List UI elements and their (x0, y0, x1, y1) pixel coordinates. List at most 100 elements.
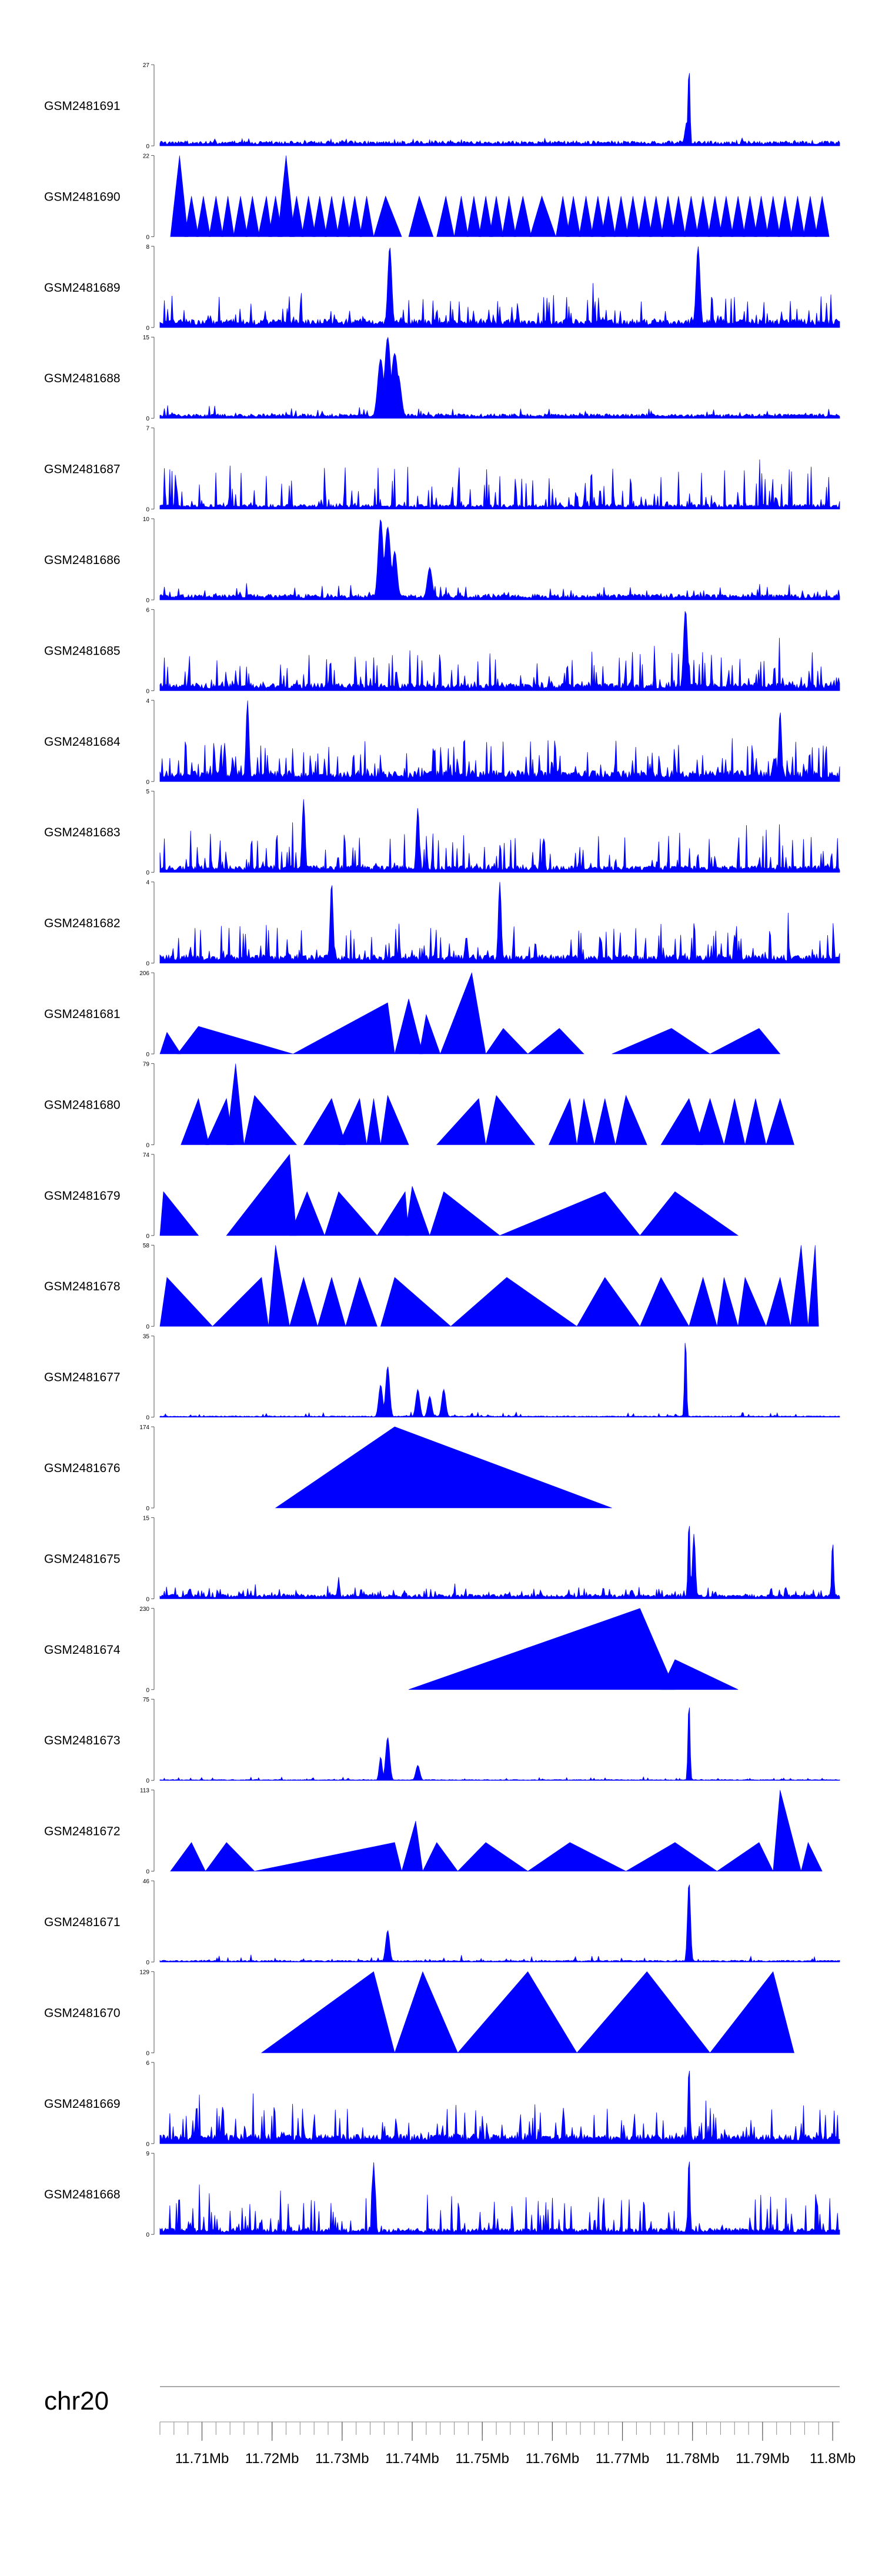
signal-area (159, 1343, 840, 1417)
signal-peak (277, 155, 295, 237)
track: GSM2481676 174 0 (44, 1424, 612, 1512)
signal-peak (366, 1098, 381, 1145)
track-label: GSM2481670 (44, 2006, 121, 2020)
y-axis-max-label: 4 (146, 698, 149, 705)
signal-peak (317, 1276, 346, 1327)
signal-peak (529, 195, 556, 237)
signal-peak (478, 196, 493, 237)
axis-tick-label: 11.71Mb (175, 2451, 229, 2467)
signal-peak (380, 1095, 409, 1145)
signal-area (159, 459, 840, 509)
signal-peak (324, 196, 339, 237)
y-axis-max-label: 6 (146, 2060, 149, 2067)
track: GSM2481689 8 0 (44, 244, 840, 332)
signal-peak (254, 1842, 402, 1871)
signal-area (159, 611, 840, 691)
signal-peak (345, 1276, 377, 1327)
signal-peak (513, 196, 532, 237)
y-axis-max-label: 35 (143, 1334, 150, 1340)
track: GSM2481673 75 0 (44, 1697, 840, 1784)
signal-peak (730, 196, 746, 237)
axis-ticks: 11.71Mb 11.72Mb 11.73Mb 11.74Mb 11.75Mb 11.76… (159, 2421, 856, 2467)
track: GSM2481674 230 0 (44, 1606, 739, 1694)
y-axis-max-label: 15 (143, 335, 150, 341)
signal-peak (615, 1095, 647, 1145)
axis-tick-label: 11.75Mb (455, 2451, 509, 2467)
signal-peak (209, 196, 223, 237)
y-axis-zero-label: 0 (146, 1052, 149, 1058)
signal-peak (626, 196, 640, 237)
y-axis-max-label: 58 (143, 1243, 150, 1249)
signal-peak (719, 196, 734, 237)
y-axis-zero-label: 0 (146, 961, 149, 967)
track: GSM2481683 5 0 (44, 789, 840, 876)
track: GSM2481669 6 0 (44, 2060, 840, 2148)
signal-peak (159, 1277, 213, 1327)
signal-peak (777, 196, 793, 237)
signal-peak (808, 1245, 819, 1327)
signal-peak (489, 196, 504, 237)
axis-tick-label: 11.78Mb (666, 2451, 720, 2467)
signal-peak (380, 1277, 452, 1327)
signal-peak (243, 1095, 298, 1145)
signal-peak (457, 1971, 577, 2053)
signal-peak (566, 196, 581, 237)
signal-area (159, 73, 840, 146)
signal-peak (394, 1971, 458, 2053)
signal-peak (766, 1277, 791, 1327)
y-axis-max-label: 9 (146, 2151, 149, 2157)
signal-area (159, 336, 840, 419)
track-label: GSM2481672 (44, 1825, 121, 1838)
y-axis-zero-label: 0 (146, 779, 149, 786)
track: GSM2481671 46 0 (44, 1878, 840, 1966)
signal-peak (723, 1098, 746, 1145)
y-axis-max-label: 27 (143, 62, 150, 69)
axis-tick-label: 11.79Mb (736, 2451, 790, 2467)
track: GSM2481670 129 0 (44, 1969, 794, 2057)
y-axis-zero-label: 0 (146, 598, 149, 604)
track-label: GSM2481671 (44, 1916, 121, 1929)
track-label: GSM2481683 (44, 826, 121, 839)
y-axis-max-label: 4 (146, 880, 149, 886)
y-axis-max-label: 174 (139, 1424, 149, 1431)
signal-peak (376, 1191, 409, 1236)
track-label: GSM2481690 (44, 190, 121, 203)
signal-peak (293, 1002, 395, 1055)
track-label: GSM2481680 (44, 1098, 121, 1112)
signal-area (159, 1884, 840, 1963)
signal-peak (716, 1842, 774, 1871)
signal-peak (527, 1028, 584, 1055)
signal-peak (594, 1098, 616, 1145)
y-axis-zero-label: 0 (146, 1960, 149, 1966)
y-axis-zero-label: 0 (146, 144, 149, 150)
signal-area (159, 246, 840, 328)
signal-peak (485, 1027, 529, 1055)
signal-area (159, 700, 840, 782)
signal-peak (639, 1191, 739, 1236)
signal-peak (803, 196, 818, 237)
y-axis-zero-label: 0 (146, 1324, 149, 1330)
axis-tick-label: 11.76Mb (526, 2451, 580, 2467)
track: GSM2481679 74 0 (44, 1152, 739, 1240)
y-axis-zero-label: 0 (146, 1687, 149, 1694)
signal-peak (289, 1276, 318, 1327)
signal-peak (660, 1098, 704, 1145)
signal-peak (613, 196, 629, 237)
signal-peak (338, 1097, 367, 1145)
signal-peak (170, 1842, 206, 1871)
track: GSM2481687 7 0 (44, 426, 840, 513)
signal-peak (612, 1028, 711, 1055)
signal-peak (754, 196, 769, 237)
signal-area (159, 2071, 840, 2144)
y-axis-zero-label: 0 (146, 1142, 149, 1149)
signal-peak (408, 195, 434, 237)
track-label: GSM2481674 (44, 1643, 121, 1657)
axis-tick-label: 11.77Mb (596, 2451, 650, 2467)
y-axis-max-label: 74 (143, 1152, 150, 1159)
y-axis-zero-label: 0 (146, 1233, 149, 1240)
signal-peak (450, 1277, 578, 1327)
signal-peak (275, 1426, 612, 1509)
signal-peak (637, 196, 652, 237)
signal-peak (289, 1191, 325, 1236)
signal-peak (245, 196, 260, 237)
